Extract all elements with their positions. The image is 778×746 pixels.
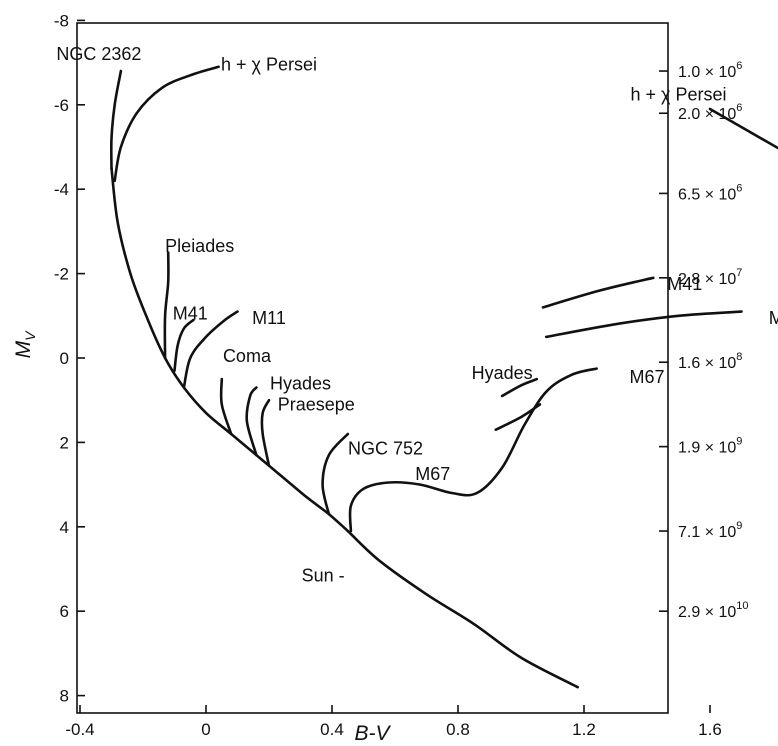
cluster-label: h + χ Persei	[221, 55, 317, 75]
x-tick-label: 1.6	[698, 720, 722, 739]
age-exponent: 6	[736, 60, 742, 72]
cluster-label: M41	[173, 304, 208, 324]
curve-hyades-giants	[500, 377, 539, 398]
x-tick-label: 0	[201, 720, 210, 739]
y-tick-label: 6	[60, 602, 69, 621]
y-axis-label: MV	[12, 330, 38, 359]
cluster-label: NGC 2362	[56, 44, 141, 64]
curve-h-persei	[113, 65, 220, 183]
cluster-label: NGC 752	[348, 439, 423, 459]
curve-coma	[219, 377, 233, 436]
x-tick-label: 1.2	[572, 720, 596, 739]
cluster-label: M11	[252, 308, 286, 328]
age-tick-label: 1.0 × 106	[678, 60, 742, 81]
cluster-label: Hyades	[270, 373, 331, 393]
curve-h-persei-giants	[708, 107, 778, 150]
y-axis: -8 -6 -4 -2 0 2 4 6 8	[54, 11, 85, 706]
age-tick-label: 1.6 × 108	[678, 351, 742, 372]
cluster-label: h + χ Persei	[631, 84, 727, 104]
age-exponent: 10	[736, 600, 748, 612]
y-tick-label: 8	[60, 687, 69, 706]
isochrone-curves	[109, 65, 778, 689]
cluster-label: Hyades	[472, 363, 533, 383]
age-exponent: 9	[736, 520, 742, 532]
cluster-label: M67	[415, 464, 450, 484]
y-tick-label: 4	[60, 518, 69, 537]
curve-m41	[173, 318, 195, 372]
x-tick-label: 0.4	[320, 720, 344, 739]
age-exponent: 9	[736, 436, 742, 448]
x-tick-label: -0.4	[65, 720, 94, 739]
age-exponent: 8	[736, 351, 742, 363]
cluster-label: Sun -	[302, 565, 345, 585]
plot-frame	[76, 22, 669, 714]
age-tick-label: 2.8 × 107	[678, 267, 742, 288]
cluster-label: M41	[667, 274, 702, 294]
cluster-label: Praesepe	[278, 394, 355, 414]
age-exponent: 6	[736, 182, 742, 194]
x-axis: -0.400.40.81.21.62.0	[65, 705, 722, 739]
age-mantissa: 7.1 × 10	[678, 524, 736, 541]
curve-m41-giants	[541, 276, 655, 309]
age-tick-label: 7.1 × 109	[678, 520, 742, 541]
curve-praesepe	[260, 398, 271, 467]
age-tick-label: 2.0 × 106	[678, 102, 742, 123]
y-axis-label-subscript: V	[22, 330, 38, 341]
age-mantissa: 2.8 × 10	[678, 271, 736, 288]
y-tick-label: -4	[54, 180, 69, 199]
age-tick-label: 2.9 × 1010	[678, 600, 749, 621]
curve-m67	[348, 367, 598, 533]
y-tick-label: -8	[54, 11, 69, 30]
cluster-label: Pleiades	[165, 236, 234, 256]
age-exponent: 7	[736, 267, 742, 279]
age-mantissa: 1.9 × 10	[678, 440, 736, 457]
curve-pleiades	[163, 251, 170, 360]
age-mantissa: 2.9 × 10	[678, 604, 736, 621]
age-mantissa: 1.6 × 10	[678, 355, 736, 372]
cluster-label: M11	[769, 308, 778, 328]
x-axis-label: B-V	[354, 722, 391, 745]
age-mantissa: 2.0 × 10	[678, 106, 736, 123]
y-tick-label: -6	[54, 96, 69, 115]
curve-ngc-2362	[109, 69, 123, 170]
age-mantissa: 6.5 × 10	[678, 186, 736, 203]
cluster-labels: NGC 2362 h + χ Persei h + χ Persei Pleiades…	[56, 44, 778, 585]
curve-m11	[182, 310, 239, 389]
curve-ngc-752	[321, 432, 350, 516]
age-tick-label: 6.5 × 106	[678, 182, 742, 203]
cluster-label: Coma	[223, 346, 272, 366]
curve-m11-giants	[544, 310, 743, 339]
curve-zero-age-main-sequence	[110, 166, 579, 689]
age-tick-label: 1.9 × 109	[678, 436, 742, 457]
cluster-label: M67	[629, 367, 664, 387]
x-tick-label: 0.8	[446, 720, 470, 739]
age-exponent: 6	[736, 102, 742, 114]
age-mantissa: 1.0 × 10	[678, 64, 736, 81]
y-tick-label: -2	[54, 265, 69, 284]
y-tick-label: 0	[60, 349, 69, 368]
y-tick-label: 2	[60, 433, 69, 452]
curve-hyades	[245, 386, 258, 457]
